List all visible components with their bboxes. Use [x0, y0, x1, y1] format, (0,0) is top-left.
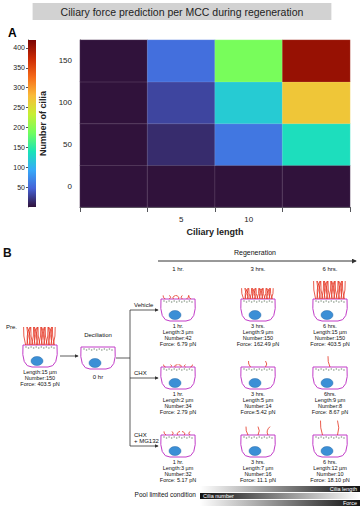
svg-text:Length:15 µm: Length:15 µm	[23, 369, 57, 375]
svg-text:0 hr: 0 hr	[93, 374, 103, 380]
svg-text:Force: 403.5 pN: Force: 403.5 pN	[310, 341, 349, 347]
svg-text:Length:5 µm: Length:5 µm	[242, 397, 274, 403]
svg-text:5: 5	[179, 215, 184, 224]
svg-text:Length:12 µm: Length:12 µm	[313, 465, 347, 471]
svg-text:Number:8: Number:8	[317, 403, 343, 409]
svg-text:50: 50	[17, 184, 25, 191]
svg-text:Length:9 µm: Length:9 µm	[242, 329, 274, 335]
svg-text:150: 150	[59, 56, 73, 65]
svg-text:Pre.: Pre.	[6, 324, 17, 330]
svg-text:Number of cilia: Number of cilia	[38, 90, 48, 156]
svg-text:Force: 11.1 pN: Force: 11.1 pN	[240, 477, 276, 483]
svg-text:150: 150	[13, 144, 25, 151]
svg-text:Length:3 µm: Length:3 µm	[162, 329, 194, 335]
svg-text:CHX: CHX	[134, 370, 147, 376]
svg-text:Force: 5.17 pN: Force: 5.17 pN	[160, 477, 196, 483]
svg-text:1 hr.: 1 hr.	[172, 459, 184, 465]
svg-text:100: 100	[13, 164, 25, 171]
svg-text:Length:15 µm: Length:15 µm	[313, 329, 347, 335]
svg-text:A: A	[8, 26, 17, 40]
svg-text:6 hrs.: 6 hrs.	[322, 266, 337, 272]
svg-text:0: 0	[68, 182, 73, 191]
svg-text:350: 350	[13, 64, 25, 71]
svg-text:Number:14: Number:14	[244, 403, 272, 409]
svg-text:1 hr.: 1 hr.	[172, 323, 184, 329]
svg-text:3 hrs.: 3 hrs.	[251, 323, 265, 329]
svg-text:Number:32: Number:32	[164, 471, 192, 477]
svg-text:Length:2 µm: Length:2 µm	[162, 397, 194, 403]
svg-text:6 hrs.: 6 hrs.	[323, 459, 337, 465]
svg-text:B: B	[3, 246, 12, 260]
svg-text:6 hrs.: 6 hrs.	[323, 323, 337, 329]
svg-text:Number:150: Number:150	[314, 335, 346, 341]
svg-text:200: 200	[13, 124, 25, 131]
svg-text:Ciliary force prediction per M: Ciliary force prediction per MCC during …	[61, 6, 304, 18]
svg-text:+ MG132: + MG132	[134, 438, 160, 444]
svg-text:3 hrs.: 3 hrs.	[250, 266, 265, 272]
svg-text:Number:34: Number:34	[164, 403, 192, 409]
svg-text:Number:150: Number:150	[24, 375, 56, 381]
svg-text:50: 50	[63, 140, 72, 149]
svg-text:3 hrs.: 3 hrs.	[251, 459, 265, 465]
svg-text:Cilia length: Cilia length	[330, 486, 357, 492]
svg-text:Number:42: Number:42	[164, 335, 192, 341]
svg-text:250: 250	[13, 104, 25, 111]
svg-text:1 hr.: 1 hr.	[172, 391, 184, 397]
svg-text:6hrs.: 6hrs.	[323, 391, 337, 397]
svg-text:Vehicle: Vehicle	[134, 302, 154, 308]
svg-text:300: 300	[13, 84, 25, 91]
svg-text:Force: 162.49 pN: Force: 162.49 pN	[237, 341, 280, 347]
svg-text:Force: 6.79 pN: Force: 6.79 pN	[160, 341, 196, 347]
svg-text:Number:16: Number:16	[244, 471, 272, 477]
svg-text:Length:3 µm: Length:3 µm	[162, 465, 194, 471]
svg-text:100: 100	[59, 98, 73, 107]
svg-text:1 hr.: 1 hr.	[172, 266, 184, 272]
svg-text:Force: 18.10 pN: Force: 18.10 pN	[310, 477, 349, 483]
svg-text:3 hrs.: 3 hrs.	[251, 391, 265, 397]
svg-text:Length:9 µm: Length:9 µm	[314, 397, 346, 403]
svg-text:Force:5.42 pN: Force:5.42 pN	[241, 409, 276, 415]
svg-text:Number:10: Number:10	[316, 471, 344, 477]
svg-text:Force: 2.79 pN: Force: 2.79 pN	[160, 409, 196, 415]
svg-text:10: 10	[244, 215, 253, 224]
svg-text:Length:7 µm: Length:7 µm	[242, 465, 274, 471]
svg-text:Regeneration: Regeneration	[234, 249, 276, 257]
svg-text:Cilia number: Cilia number	[203, 493, 234, 499]
svg-text:Ciliary length: Ciliary length	[186, 227, 243, 237]
svg-text:CHX: CHX	[134, 432, 147, 438]
svg-text:Force: 403.5 pN: Force: 403.5 pN	[20, 381, 59, 387]
svg-text:Pool limited condition: Pool limited condition	[135, 491, 197, 498]
svg-text:Force: 8.67 pN: Force: 8.67 pN	[312, 409, 348, 415]
svg-text:400: 400	[13, 44, 25, 51]
svg-text:Force: Force	[343, 500, 357, 506]
svg-text:Number:150: Number:150	[242, 335, 274, 341]
svg-text:Deciliation: Deciliation	[84, 332, 112, 338]
